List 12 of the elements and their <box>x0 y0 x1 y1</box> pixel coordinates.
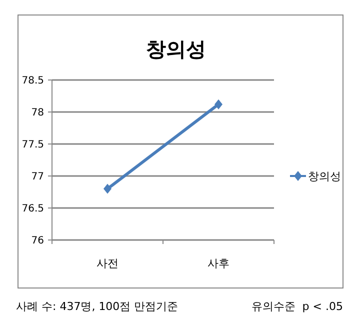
y-tick-label: 76 <box>31 236 44 246</box>
y-tick-label: 77 <box>31 172 44 182</box>
x-tick-label: 사후 <box>208 257 230 270</box>
text: 사례 수: 437명, 100점 만점기준 <box>16 300 178 313</box>
x-tick-label: 사전 <box>96 257 118 270</box>
text: 유의수준 p < .05 <box>251 300 343 313</box>
y-tick-label: 78 <box>31 108 44 118</box>
chart-title: 창의성 <box>146 37 206 61</box>
legend-label: 창의성 <box>308 170 341 183</box>
y-tick-label: 77.5 <box>22 140 44 150</box>
y-tick-label: 76.5 <box>22 204 44 214</box>
y-tick-label: 78.5 <box>22 76 44 86</box>
